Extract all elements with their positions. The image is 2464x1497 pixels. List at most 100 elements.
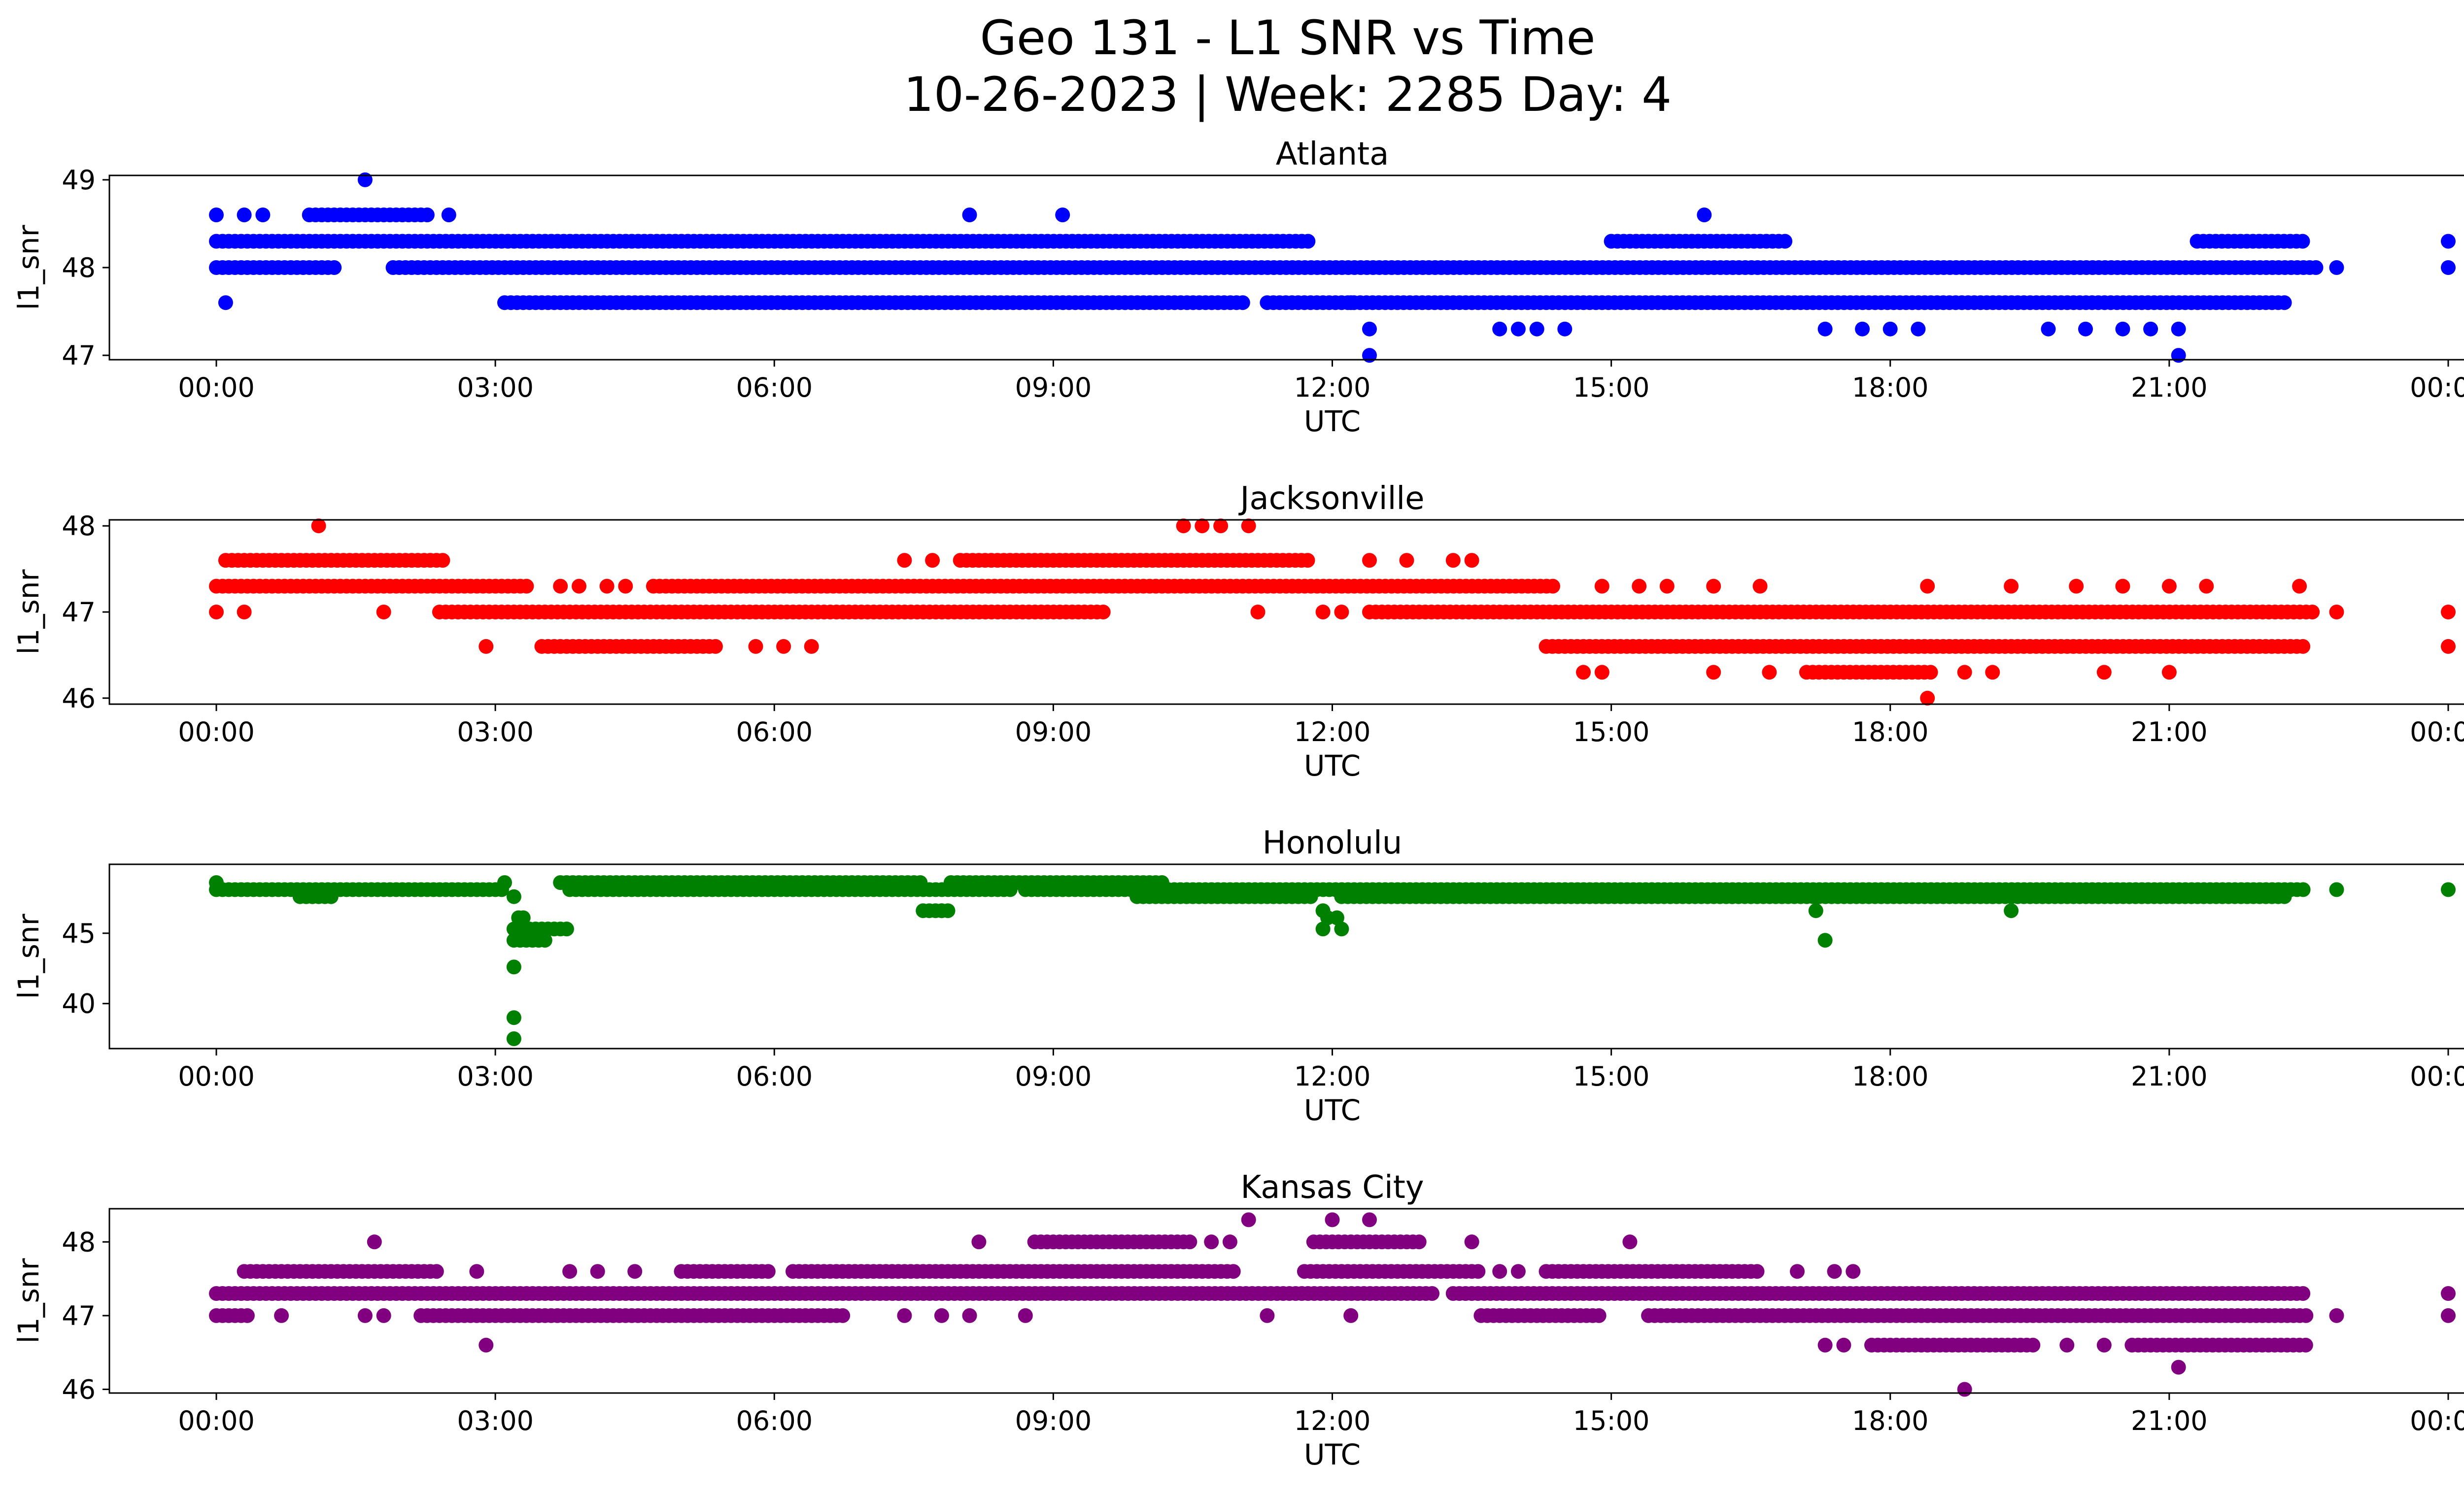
data-point [776, 639, 791, 654]
data-point [2441, 1286, 2456, 1301]
panel-title-atlanta: Atlanta [1276, 136, 1389, 172]
data-point [2171, 1360, 2186, 1375]
data-point [1706, 665, 1721, 680]
data-point [1817, 1337, 1833, 1353]
data-point [1778, 234, 1793, 249]
data-point [1260, 1308, 1275, 1323]
x-axis-label: UTC [1304, 1093, 1361, 1127]
data-point [1362, 348, 1377, 363]
data-point [553, 578, 568, 594]
data-point [1622, 1234, 1638, 1250]
data-point [1445, 553, 1461, 568]
data-point [1510, 321, 1526, 337]
data-point [1492, 1264, 1507, 1279]
data-point [1315, 921, 1331, 937]
data-point [2329, 1308, 2344, 1323]
x-tick-label: 00:00 [178, 372, 255, 403]
data-point [218, 295, 233, 310]
y-tick-label: 48 [62, 252, 96, 283]
panel-title-honolulu: Honolulu [1263, 825, 1403, 861]
data-point [1300, 234, 1316, 249]
data-point [1325, 1212, 1340, 1227]
data-point [2441, 260, 2456, 275]
data-point [357, 172, 373, 187]
data-point [2025, 1337, 2041, 1353]
data-point [1176, 518, 1191, 534]
data-point [2069, 578, 2084, 594]
data-point [590, 1264, 605, 1279]
data-point [1632, 578, 1647, 594]
data-point [1018, 1308, 1033, 1323]
data-point [2161, 578, 2177, 594]
data-point [1594, 578, 1609, 594]
data-point [2292, 578, 2307, 594]
data-point [1923, 665, 1938, 680]
data-point [1957, 665, 1972, 680]
chart-title-line2: 10-26-2023 | Week: 2285 Day: 4 [904, 67, 1672, 123]
data-point [1724, 889, 1740, 904]
data-point [255, 207, 271, 223]
data-point [429, 1264, 444, 1279]
data-point [1790, 1264, 1805, 1279]
x-tick-label: 00:00 [2410, 716, 2464, 748]
data-point [1343, 1308, 1359, 1323]
data-point [2441, 1308, 2456, 1323]
panel-honolulu: Honolulu 40 45 00:00 03:00 06:00 09:00 12:00 15:… [12, 825, 2464, 1127]
y-tick-label: 45 [62, 918, 96, 949]
data-point [1911, 321, 1926, 337]
data-point [441, 207, 456, 223]
data-point [1334, 921, 1349, 937]
data-point [913, 875, 928, 890]
data-point [897, 553, 912, 568]
data-point [2115, 578, 2130, 594]
chart-panels: Atlanta 47 48 49 00:00 03:00 06:00 09:00 12:00 15… [12, 136, 2464, 1471]
data-point [376, 1308, 391, 1323]
data-point [2078, 321, 2093, 337]
x-tick-label: 03:00 [457, 1061, 534, 1092]
data-point [2441, 639, 2456, 654]
x-tick-label: 12:00 [1294, 1061, 1371, 1092]
data-point [537, 933, 552, 948]
data-point [2277, 295, 2292, 310]
data-point [2295, 639, 2311, 654]
data-point [599, 578, 615, 594]
series-jacksonville [209, 518, 2456, 706]
y-tick-label: 46 [62, 1374, 96, 1405]
data-point [2305, 605, 2320, 619]
data-point [376, 605, 391, 619]
data-point [1706, 578, 1721, 594]
data-point [1213, 518, 1229, 534]
data-point [2059, 1337, 2075, 1353]
y-axis-label: l1_snr [12, 914, 45, 999]
data-point [237, 207, 252, 223]
data-point [419, 207, 435, 223]
x-tick-label: 03:00 [457, 1405, 534, 1436]
x-axis-label: UTC [1304, 1438, 1361, 1471]
x-tick-label: 00:00 [178, 1405, 255, 1436]
x-tick-label: 00:00 [2410, 1061, 2464, 1092]
data-point [1545, 578, 1560, 594]
x-tick-label: 00:00 [178, 1061, 255, 1092]
data-point [2004, 578, 2019, 594]
y-tick-label: 47 [62, 1300, 96, 1331]
data-point [1492, 321, 1507, 337]
data-point [2298, 1337, 2313, 1353]
data-point [1182, 1234, 1198, 1250]
data-point [1762, 665, 1777, 680]
y-axis-label: l1_snr [12, 569, 45, 654]
data-point [835, 1308, 851, 1323]
data-point [209, 875, 224, 890]
data-point [435, 553, 450, 568]
x-tick-label: 09:00 [1015, 716, 1092, 748]
x-tick-label: 09:00 [1015, 1061, 1092, 1092]
data-point [1362, 1212, 1377, 1227]
data-point [2295, 1286, 2311, 1301]
data-point [1226, 1264, 1241, 1279]
panel-atlanta: Atlanta 47 48 49 00:00 03:00 06:00 09:00 12:00 15… [12, 136, 2464, 438]
data-point [1300, 553, 1315, 568]
data-point [1827, 1264, 1842, 1279]
x-axis-label: UTC [1304, 749, 1361, 783]
x-tick-label: 15:00 [1573, 1405, 1650, 1436]
data-point [479, 639, 494, 654]
data-point [519, 578, 534, 594]
